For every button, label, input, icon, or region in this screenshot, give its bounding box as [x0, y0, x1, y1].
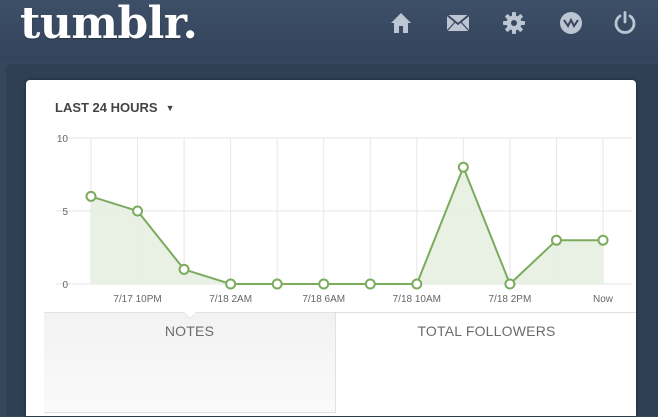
- activity-panel: LAST 24 HOURS ▼ 0 5 10 7/17 10PM 7/18 2AM 7/1…: [26, 80, 636, 416]
- time-range-label: LAST 24 HOURS: [55, 100, 158, 115]
- data-point: [597, 234, 609, 246]
- x-tick-label: 7/17 10PM: [113, 294, 161, 305]
- y-tick-label: 10: [57, 134, 69, 145]
- data-point: [364, 278, 376, 290]
- data-point: [318, 278, 330, 290]
- data-point: [271, 278, 283, 290]
- data-point: [550, 234, 562, 246]
- y-tick-label: 0: [62, 280, 68, 291]
- tab-total-followers[interactable]: TOTAL FOLLOWERS: [337, 313, 636, 413]
- notes-area: [91, 167, 603, 284]
- time-range-dropdown[interactable]: LAST 24 HOURS ▼: [55, 100, 175, 115]
- activity-icon[interactable]: [558, 10, 584, 36]
- x-tick-label: 7/18 2PM: [489, 294, 532, 305]
- x-tick-label: Now: [593, 294, 614, 305]
- data-point: [504, 278, 516, 290]
- data-point: [132, 205, 144, 217]
- x-tick-label: 7/18 6AM: [302, 294, 345, 305]
- stats-tabs: NOTES TOTAL FOLLOWERS: [44, 312, 636, 417]
- data-point: [225, 278, 237, 290]
- data-point: [178, 263, 190, 275]
- tab-notes[interactable]: NOTES: [44, 312, 336, 413]
- x-tick-label: 7/18 2AM: [209, 294, 252, 305]
- tumblr-logo[interactable]: tumblr.: [20, 0, 198, 49]
- y-tick-label: 5: [62, 207, 68, 218]
- inbox-icon[interactable]: [445, 10, 471, 36]
- caret-down-icon: ▼: [165, 102, 175, 113]
- power-icon[interactable]: [612, 10, 638, 36]
- data-point: [85, 190, 97, 202]
- data-point: [457, 161, 469, 173]
- notes-chart: 0 5 10 7/17 10PM 7/18 2AM 7/18 6AM 7/18 10AM 7/…: [56, 134, 632, 305]
- tab-total-followers-label: TOTAL FOLLOWERS: [417, 323, 556, 339]
- notes-line: [90, 164, 603, 286]
- tab-notes-label: NOTES: [164, 323, 215, 339]
- data-point: [411, 278, 423, 290]
- settings-icon[interactable]: [501, 10, 527, 36]
- home-icon[interactable]: [388, 10, 414, 36]
- top-bar: tumblr.: [0, 0, 658, 60]
- x-tick-label: 7/18 10AM: [393, 294, 441, 305]
